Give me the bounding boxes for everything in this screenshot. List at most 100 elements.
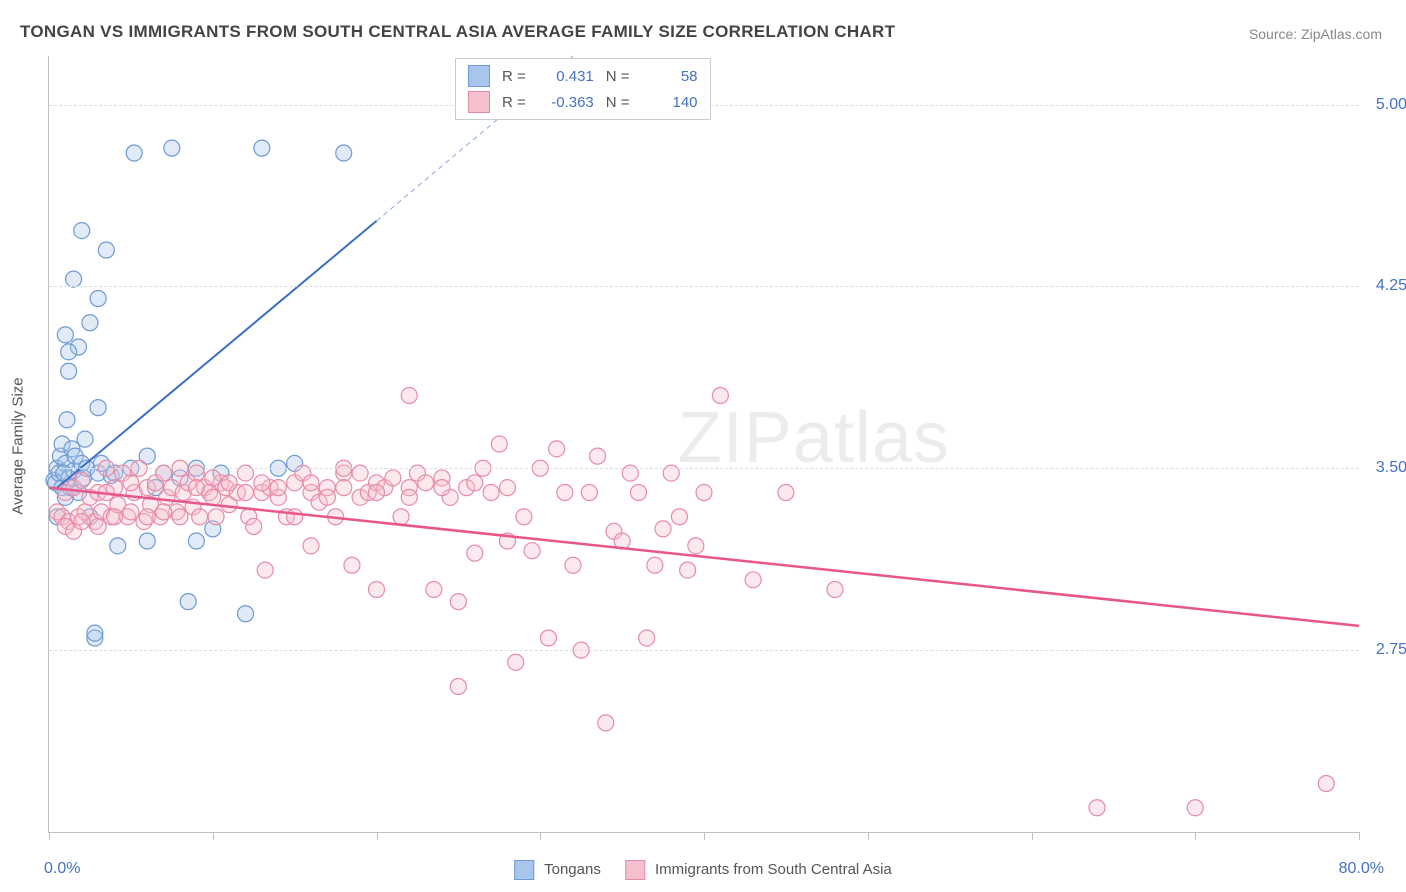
gridline (49, 286, 1359, 287)
data-point (401, 388, 417, 404)
data-point (238, 485, 254, 501)
bottom-legend: Tongans Immigrants from South Central As… (514, 860, 892, 880)
data-point (590, 448, 606, 464)
stats-r-label-0: R = (502, 68, 526, 85)
xtick (868, 832, 869, 840)
y-axis-label: Average Family Size (10, 377, 27, 514)
data-point (671, 509, 687, 525)
data-point (369, 485, 385, 501)
data-point (57, 327, 73, 343)
data-point (208, 509, 224, 525)
ytick-label: 4.25 (1376, 277, 1406, 295)
data-point (639, 630, 655, 646)
data-point (696, 485, 712, 501)
data-point (246, 518, 262, 534)
xtick (1195, 832, 1196, 840)
data-point (581, 485, 597, 501)
stats-r-value-1: -0.363 (534, 94, 594, 111)
xtick (1359, 832, 1360, 840)
data-point (257, 562, 273, 578)
data-point (254, 475, 270, 491)
data-point (188, 533, 204, 549)
data-point (287, 509, 303, 525)
data-point (303, 538, 319, 554)
data-point (500, 480, 516, 496)
data-point (164, 140, 180, 156)
ytick-label: 2.75 (1376, 641, 1406, 659)
stats-row-1: R = -0.363 N = 140 (456, 89, 710, 115)
gridline (49, 650, 1359, 651)
data-point (369, 582, 385, 598)
data-point (557, 485, 573, 501)
data-point (87, 625, 103, 641)
legend-item-0: Tongans (514, 860, 601, 880)
trend-line (49, 488, 1359, 626)
xtick (1032, 832, 1033, 840)
data-point (549, 441, 565, 457)
stats-n-value-1: 140 (638, 94, 698, 111)
plot-area: ZIPatlas 2.753.504.255.00 (48, 56, 1359, 833)
stats-n-label-0: N = (606, 68, 630, 85)
gridline (49, 468, 1359, 469)
data-point (647, 557, 663, 573)
data-point (655, 521, 671, 537)
data-point (66, 271, 82, 287)
data-point (745, 572, 761, 588)
stats-swatch-0 (468, 65, 490, 87)
data-point (393, 509, 409, 525)
data-point (126, 145, 142, 161)
data-point (77, 431, 93, 447)
data-point (426, 582, 442, 598)
ytick-label: 3.50 (1376, 459, 1406, 477)
stats-swatch-1 (468, 91, 490, 113)
data-point (1318, 776, 1334, 792)
legend-label-0: Tongans (544, 861, 601, 878)
legend-label-1: Immigrants from South Central Asia (655, 861, 892, 878)
data-point (450, 679, 466, 695)
data-point (172, 509, 188, 525)
xtick (213, 832, 214, 840)
legend-swatch-1 (625, 860, 645, 880)
data-point (467, 545, 483, 561)
data-point (90, 400, 106, 416)
source-label: Source: ZipAtlas.com (1249, 26, 1382, 42)
xtick (377, 832, 378, 840)
data-point (82, 315, 98, 331)
data-point (98, 242, 114, 258)
data-point (221, 475, 237, 491)
x-min-label: 0.0% (44, 860, 80, 878)
data-point (631, 485, 647, 501)
data-point (565, 557, 581, 573)
data-point (74, 223, 90, 239)
data-point (385, 470, 401, 486)
data-point (303, 475, 319, 491)
data-point (139, 533, 155, 549)
data-point (1089, 800, 1105, 816)
chart-title: TONGAN VS IMMIGRANTS FROM SOUTH CENTRAL … (20, 22, 895, 42)
data-point (516, 509, 532, 525)
data-point (188, 480, 204, 496)
data-point (401, 489, 417, 505)
stats-n-value-0: 58 (638, 68, 698, 85)
trend-line (57, 221, 376, 488)
data-point (467, 475, 483, 491)
data-point (491, 436, 507, 452)
ytick-label: 5.00 (1376, 96, 1406, 114)
data-point (540, 630, 556, 646)
data-point (270, 480, 286, 496)
data-point (483, 485, 499, 501)
xtick (540, 832, 541, 840)
data-point (827, 582, 843, 598)
data-point (450, 594, 466, 610)
chart-container: TONGAN VS IMMIGRANTS FROM SOUTH CENTRAL … (0, 0, 1406, 892)
legend-swatch-0 (514, 860, 534, 880)
data-point (110, 538, 126, 554)
data-point (508, 654, 524, 670)
data-point (180, 594, 196, 610)
data-point (74, 472, 90, 488)
stats-r-value-0: 0.431 (534, 68, 594, 85)
data-point (254, 140, 270, 156)
data-point (61, 344, 77, 360)
data-point (156, 504, 172, 520)
data-point (123, 475, 139, 491)
